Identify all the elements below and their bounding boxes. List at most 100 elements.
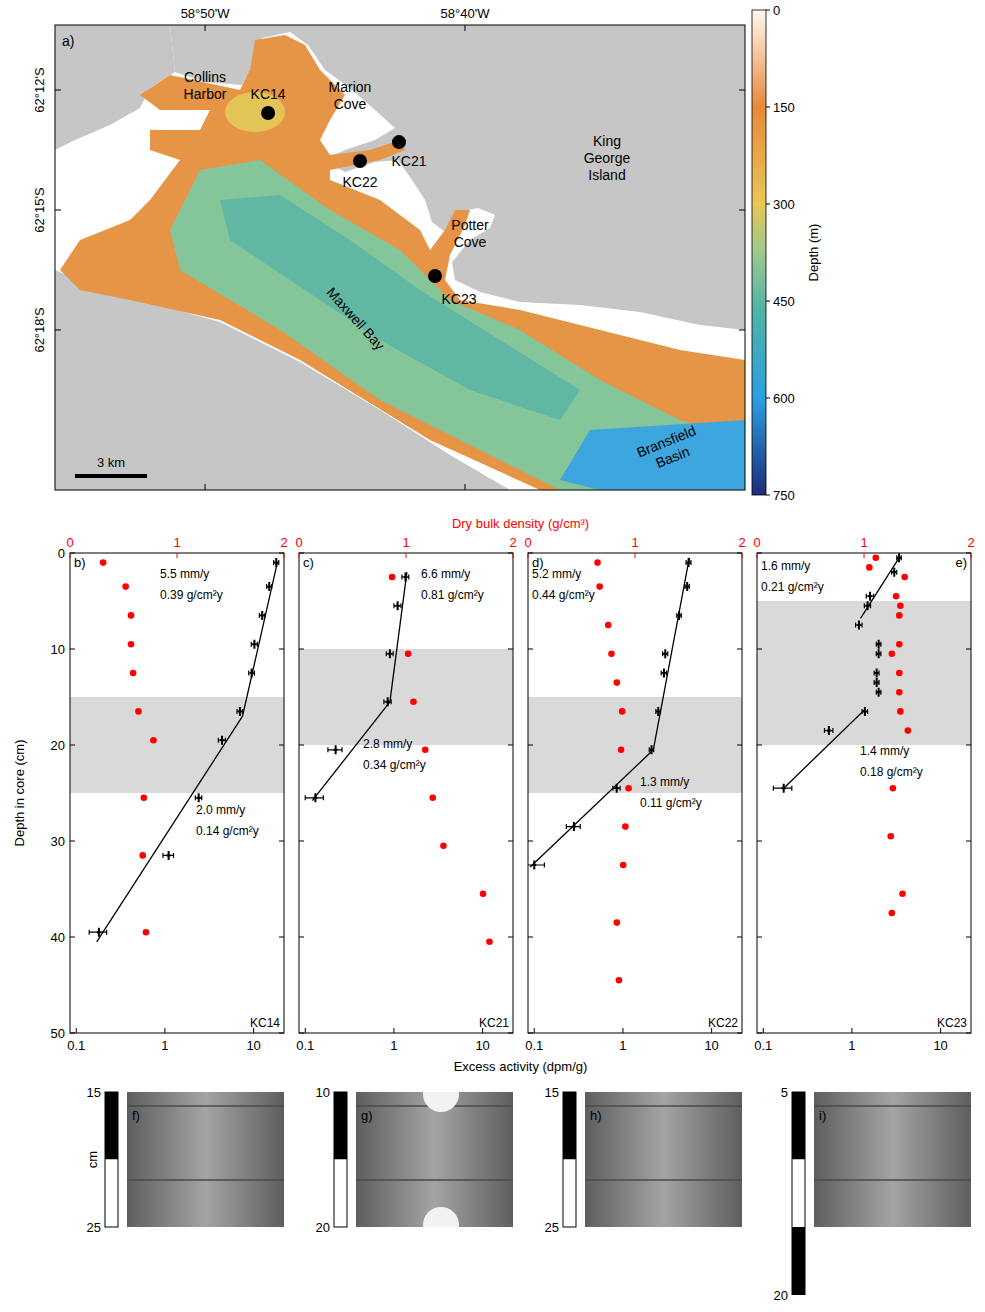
axis-title: Depth in core (cm)	[12, 740, 27, 847]
tick	[766, 10, 770, 11]
colorbar	[752, 10, 766, 495]
tick	[737, 649, 742, 650]
place-line: Marion	[329, 79, 372, 95]
tick	[299, 649, 304, 650]
place-line: Basin	[653, 443, 691, 471]
panel-label: a)	[62, 33, 74, 49]
tick	[164, 1028, 165, 1033]
scale-label: 15	[87, 1085, 101, 1100]
place-line: Collins	[184, 69, 226, 85]
tick	[742, 553, 743, 558]
density-point	[897, 708, 904, 715]
place-label: Maxwell Bay	[323, 284, 387, 353]
tick-label: 0	[773, 3, 780, 18]
place-label: BransfieldBasin	[634, 422, 704, 476]
depth-band	[299, 649, 513, 745]
density-point	[608, 651, 615, 658]
scale-segment	[105, 1160, 118, 1228]
density-point	[389, 574, 396, 581]
tick-label: 600	[773, 391, 795, 406]
xray-image	[356, 1092, 513, 1227]
tick	[55, 90, 61, 91]
density-point	[872, 555, 879, 562]
tick	[70, 553, 75, 554]
tick	[70, 937, 75, 938]
rate-label: 0.39 g/cm²y	[160, 588, 223, 602]
tick-label: 20	[51, 738, 65, 753]
activity-point	[260, 611, 264, 620]
fit-line	[861, 558, 900, 618]
tick-label: 300	[773, 197, 795, 212]
tick	[737, 937, 742, 938]
tick-label: 30	[51, 834, 65, 849]
section-break	[814, 1105, 971, 1107]
density-point	[143, 929, 150, 936]
trough	[170, 160, 745, 490]
tick-label: 450	[773, 294, 795, 309]
colorbar-title: Depth (m)	[806, 224, 821, 282]
panel-label: b)	[74, 555, 86, 570]
density-point	[128, 641, 135, 648]
tick-label: 10	[51, 642, 65, 657]
tick	[528, 1033, 533, 1034]
tick	[966, 649, 971, 650]
plot-marks	[528, 558, 742, 984]
scale-label: 20	[316, 1220, 330, 1235]
panel-frame	[757, 553, 971, 1033]
density-point	[128, 612, 135, 619]
tick-label: 40	[51, 930, 65, 945]
tick	[528, 553, 533, 554]
tick	[766, 107, 770, 108]
activity-point	[892, 568, 896, 577]
site-label: KC22	[342, 174, 377, 190]
scale-bar	[75, 474, 147, 478]
tick-label: 0	[66, 535, 73, 550]
panel-label: g)	[361, 1108, 373, 1123]
density-point	[625, 785, 632, 792]
rate-label: 0.44 g/cm²y	[532, 588, 595, 602]
plot-marks	[299, 572, 513, 945]
tick-label: 0	[524, 535, 531, 550]
fit-line	[390, 572, 407, 702]
tick	[757, 553, 762, 554]
fit-line	[312, 702, 390, 801]
density-point	[486, 939, 493, 946]
activity-point	[685, 582, 689, 591]
tick	[284, 553, 285, 558]
tick	[757, 553, 758, 558]
place-line: King	[593, 133, 621, 149]
activity-point	[875, 678, 879, 687]
scale-unit: cm	[85, 1151, 100, 1168]
tick-label: 0.1	[67, 1038, 85, 1053]
tick	[299, 841, 304, 842]
site-label: KC21	[479, 1016, 509, 1030]
activity-point	[875, 669, 879, 678]
activity-point	[252, 640, 256, 649]
scale-segment	[792, 1092, 805, 1160]
rate-label: 0.21 g/cm²y	[761, 580, 824, 594]
activity-point	[827, 726, 831, 735]
scale-label: 5	[781, 1085, 788, 1100]
tick	[766, 204, 770, 205]
tick	[508, 649, 513, 650]
density-point	[619, 708, 626, 715]
density-point	[139, 852, 146, 859]
density-point	[135, 708, 142, 715]
tick	[528, 553, 529, 558]
tick	[406, 553, 407, 558]
activity-point	[197, 793, 201, 802]
plot-marks	[70, 558, 284, 942]
tick	[737, 553, 742, 554]
scale-segment	[563, 1160, 576, 1228]
tick-label: 1	[631, 535, 638, 550]
tick	[851, 1028, 852, 1033]
tick-label: 10	[933, 1038, 947, 1053]
activity-point	[877, 688, 881, 697]
place-label: PotterCove	[451, 217, 489, 250]
trough-deep	[220, 195, 580, 420]
tick	[757, 649, 762, 650]
tick	[305, 1028, 306, 1033]
scale-segment	[563, 1092, 576, 1160]
site	[261, 106, 275, 120]
tick-label: 0	[753, 535, 760, 550]
